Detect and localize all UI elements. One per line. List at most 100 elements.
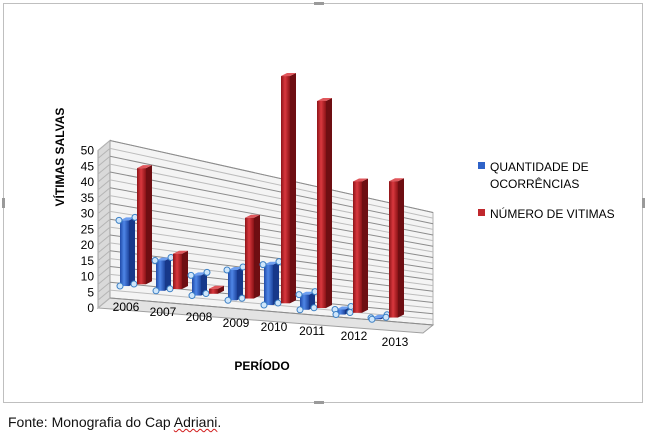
bar-top-face [245,214,260,218]
gridline [109,163,434,230]
bar-front-face [156,260,165,291]
side-gridline [97,171,111,183]
bar-ocorrencias-2008 [187,268,211,300]
right-resize-handle[interactable] [642,198,645,208]
side-gridline [97,297,111,309]
legend-entry: QUANTIDADE DE OCORRÊNCIAS [478,160,589,191]
gridline [109,155,434,225]
selection-handle[interactable] [274,299,282,307]
legend-entry: NÚMERO DE VITIMAS [478,206,615,221]
bar-top-face [264,261,279,265]
side-gridline [97,140,111,151]
left-resize-handle[interactable] [2,198,5,208]
selection-handle[interactable] [130,280,138,288]
gridline [109,203,434,258]
bar-front-face [389,181,398,318]
legend-label: QUANTIDADE DE [490,160,589,174]
bar-top-face [192,272,207,276]
selection-handle[interactable] [188,292,196,300]
selection-handle[interactable] [203,268,211,276]
bar-top-face [300,291,315,295]
bar-side-face [165,257,171,291]
bar-top-face [353,178,368,182]
selection-handle[interactable] [115,216,123,224]
selection-handle[interactable] [295,291,303,299]
selection-handle[interactable] [238,294,246,302]
bottom-resize-handle[interactable] [314,401,324,404]
y-tick-label: 45 [81,159,95,173]
x-tick-label: 2008 [186,310,213,324]
legend-swatch [478,209,485,216]
selection-handle[interactable] [151,257,159,265]
bar-vitimas-2012 [353,178,368,313]
y-tick-label: 5 [87,285,94,299]
y-tick-label: 40 [81,175,95,189]
y-tick-label: 30 [81,207,95,221]
bar-vitimas-2009 [245,214,260,299]
selection-handle[interactable] [259,261,267,269]
bar-side-face [326,98,332,308]
selection-handle[interactable] [382,313,390,321]
selection-handle[interactable] [116,282,124,290]
selection-handle[interactable] [310,304,318,312]
bar-top-face [336,306,351,310]
y-tick-label: 50 [81,144,95,158]
side-gridline [97,234,111,246]
x-tick-label: 2012 [341,329,368,343]
bar-ocorrencias-2007 [151,254,175,295]
side-gridline [97,179,111,191]
bars [115,73,404,323]
selection-handle[interactable] [224,296,232,304]
bar-front-face [281,76,290,304]
side-gridline [97,258,111,270]
bar-front-face [300,294,309,310]
gridline [109,226,434,275]
side-gridline [97,273,111,285]
caption-prefix: Fonte: Monografia do Cap [8,414,174,430]
selection-handle[interactable] [202,290,210,298]
selection-handle[interactable] [152,287,160,295]
bar-top-face [156,257,171,261]
legend: QUANTIDADE DE OCORRÊNCIAS NÚMERO DE VITIMA… [478,160,615,221]
bar-vitimas-2006 [137,165,152,285]
legend-label-line2: OCORRÊNCIAS [490,176,579,191]
selection-handle[interactable] [223,266,231,274]
selection-handle[interactable] [346,309,354,317]
y-tick-label: 20 [81,238,95,252]
chart-walls [96,139,435,334]
x-tick-label: 2009 [223,316,250,330]
selection-handle[interactable] [296,306,304,314]
gridline [109,195,434,253]
side-gridline [97,250,111,262]
bar-front-face [245,217,254,299]
bar-side-face [129,217,135,287]
bar-side-face [398,178,404,318]
bar-ocorrencias-2006 [115,213,139,290]
selection-handle[interactable] [166,285,174,293]
x-axis-title: PERÍODO [234,358,289,373]
gridline [109,210,434,264]
bar-top-face [137,165,152,169]
side-gridline [97,218,111,230]
bar-vitimas-2008 [209,285,224,294]
side-gridline [97,187,111,199]
bar-front-face [209,288,218,294]
selection-handle[interactable] [260,301,268,309]
bar-ocorrencias-2011 [295,288,319,314]
x-tick-label: 2010 [261,320,288,334]
gridline [109,297,434,326]
top-resize-handle[interactable] [314,2,324,5]
bar-top-face [209,285,224,289]
bar-vitimas-2007 [173,250,188,290]
bar-top-face [228,267,243,270]
selection-handle[interactable] [368,315,376,323]
side-gridline [97,226,111,238]
x-tick-label: 2013 [382,335,409,349]
bar-side-face [362,178,368,313]
y-tick-label: 0 [87,301,94,315]
selection-handle[interactable] [332,311,340,319]
gridline [109,187,434,247]
side-gridline [97,155,111,167]
selection-handle[interactable] [187,271,195,279]
